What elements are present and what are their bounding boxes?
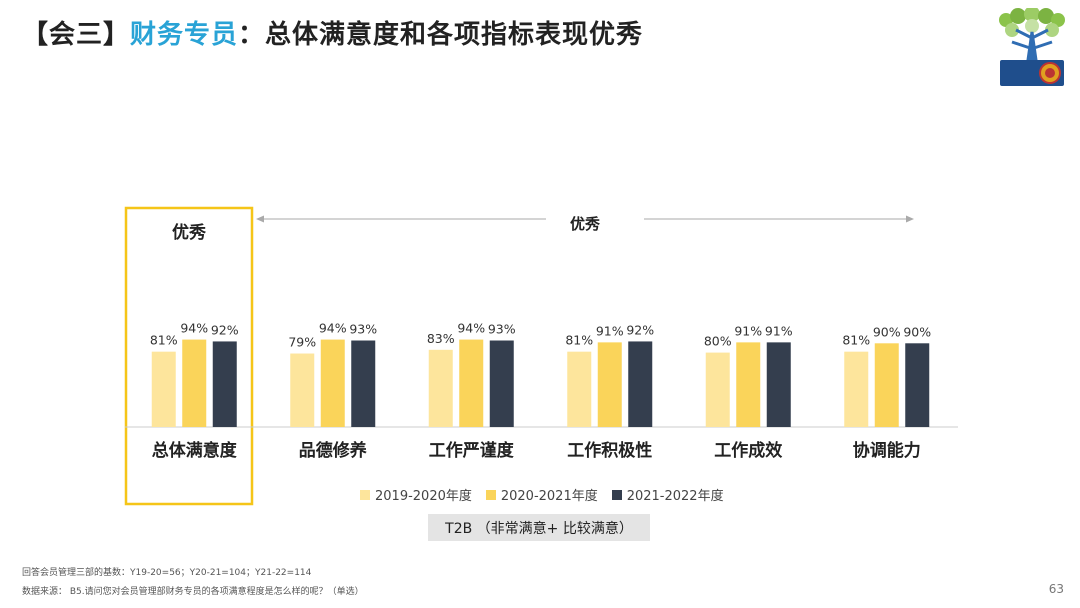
bar-3-series-2 <box>628 341 653 427</box>
category-label-3: 工作积极性 <box>567 440 652 461</box>
value-label-3-series-1: 91% <box>596 323 624 338</box>
t2b-label-box: T2B （非常满意+ 比较满意） <box>428 514 650 541</box>
value-label-1-series-1: 94% <box>319 321 347 336</box>
value-label-0-series-0: 81% <box>150 333 178 348</box>
span-excellent-label: 优秀 <box>570 215 601 233</box>
overall-excellent-label: 优秀 <box>172 222 206 243</box>
value-label-5-series-2: 90% <box>903 324 931 339</box>
value-label-0-series-2: 92% <box>211 322 239 337</box>
legend-item-1: 2020-2021年度 <box>485 485 598 504</box>
bar-4-series-0 <box>705 352 730 427</box>
bar-1-series-0 <box>290 353 315 427</box>
bar-1-series-2 <box>351 340 376 427</box>
bars-layer <box>151 339 930 427</box>
bar-3-series-0 <box>567 351 592 427</box>
legend: 2019-2020年度 2020-2021年度 2021-2022年度 <box>360 485 724 504</box>
value-label-0-series-1: 94% <box>180 321 208 336</box>
bar-5-series-1 <box>874 343 899 427</box>
span-arrowhead-left <box>256 215 264 223</box>
title-highlight: 财务专员 <box>130 20 239 50</box>
bar-0-series-2 <box>212 341 237 427</box>
value-label-1-series-0: 79% <box>288 335 316 350</box>
value-label-4-series-1: 91% <box>734 323 762 338</box>
overall-highlight-box <box>124 206 254 506</box>
legend-label-2: 2021-2022年度 <box>626 489 724 504</box>
category-labels-layer: 总体满意度 品德修养 工作严谨度 工作积极性 工作成效 协调能力 <box>152 440 921 461</box>
logo-tree-emblem <box>999 8 1065 86</box>
bar-0-series-1 <box>182 339 207 427</box>
legend-swatch-0 <box>360 489 370 500</box>
page-number: 63 <box>1048 582 1064 596</box>
tree-foliage <box>999 8 1065 37</box>
bar-3-series-1 <box>597 342 622 427</box>
bar-0-series-0 <box>151 351 176 427</box>
value-label-3-series-0: 81% <box>565 333 593 348</box>
value-labels-layer: 81%94% 92%79%94% 93%83%94% 93%81%91% 92%80%9… <box>150 321 931 350</box>
footnote-base: 回答会员管理三部的基数：Y19-20=56；Y20-21=104；Y21-22=… <box>22 568 312 578</box>
bar-2-series-2 <box>489 340 514 427</box>
bar-5-series-2 <box>905 343 930 427</box>
bar-2-series-1 <box>459 339 484 427</box>
footnote-source: 数据来源： B5.请问您对会员管理部财务专员的各项满意程度是怎么样的呢？（单选） <box>22 587 364 597</box>
bar-5-series-0 <box>844 351 869 427</box>
bar-4-series-1 <box>736 342 761 427</box>
value-label-4-series-0: 80% <box>704 334 732 349</box>
value-label-1-series-2: 93% <box>349 322 377 337</box>
bar-4-series-2 <box>766 342 791 427</box>
legend-item-2: 2021-2022年度 <box>611 485 724 504</box>
legend-item-0: 2019-2020年度 <box>360 485 472 504</box>
legend-swatch-1 <box>485 489 496 500</box>
title-rest: ：总体满意度和各项指标表现优秀 <box>238 20 644 50</box>
value-label-5-series-0: 81% <box>842 333 870 348</box>
bar-2-series-0 <box>428 349 453 427</box>
legend-swatch-2 <box>611 489 622 500</box>
bar-1-series-1 <box>320 339 345 427</box>
value-label-2-series-1: 94% <box>457 321 485 336</box>
category-label-5: 协调能力 <box>853 440 921 461</box>
category-label-0: 总体满意度 <box>152 440 238 461</box>
value-label-3-series-2: 92% <box>626 322 654 337</box>
title-prefix: 【会三】 <box>22 20 131 50</box>
category-label-2: 工作严谨度 <box>429 440 515 461</box>
legend-label-0: 2019-2020年度 <box>375 489 472 504</box>
value-label-4-series-2: 91% <box>765 323 793 338</box>
value-label-5-series-1: 90% <box>873 324 901 339</box>
category-label-4: 工作成效 <box>714 440 782 461</box>
legend-label-1: 2020-2021年度 <box>500 489 598 504</box>
span-arrowhead-right <box>906 215 914 223</box>
slide-title: 【会三】财务专员：总体满意度和各项指标表现优秀 <box>22 14 643 51</box>
value-label-2-series-2: 93% <box>488 322 516 337</box>
value-label-2-series-0: 83% <box>427 331 455 346</box>
category-label-1: 品德修养 <box>299 440 368 461</box>
